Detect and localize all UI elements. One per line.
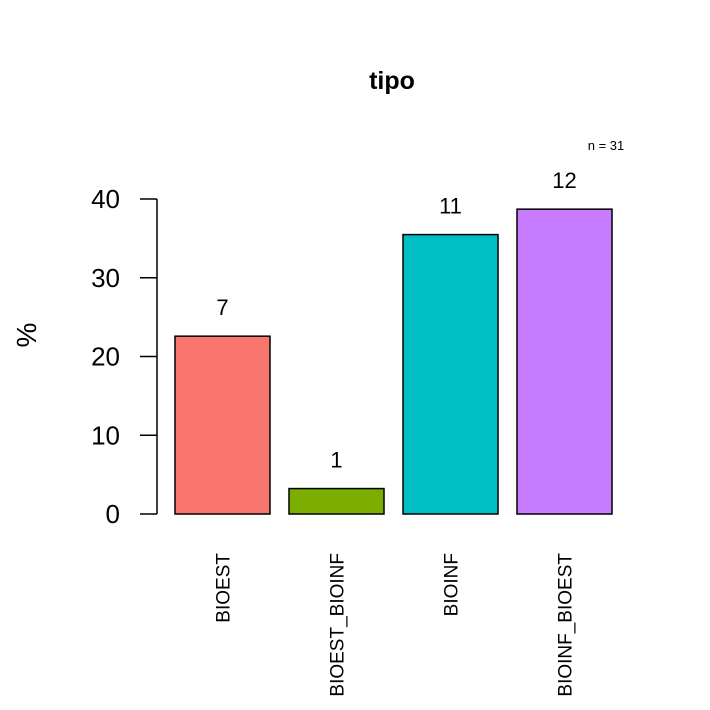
bars [174,208,613,515]
y-tick-label: 30 [91,263,120,293]
bar [402,233,499,515]
bar-count-label: 1 [330,448,342,473]
sample-size-label: n = 31 [588,138,625,153]
y-axis-label: % [11,323,42,348]
y-axis: 0 10 20 30 40 [91,184,158,529]
chart-title: tipo [369,67,415,95]
category-label: BIOEST_BIOINF [328,553,349,697]
category-label: BIOINF [442,553,463,616]
bar [288,487,385,515]
y-tick-label: 0 [106,499,120,529]
category-label: BIOEST [214,553,235,623]
category-labels: BIOEST BIOEST_BIOINF BIOINF BIOINF_BIOEST [214,553,577,697]
category-label: BIOINF_BIOEST [556,553,577,697]
bar-count-label: 11 [439,194,462,219]
bar [174,335,271,515]
bar [516,208,613,515]
y-tick-label: 10 [91,420,120,450]
bar-count-label: 7 [216,295,228,320]
y-tick-label: 40 [91,184,120,214]
y-tick-label: 20 [91,342,120,372]
bar-count-label: 12 [552,168,576,193]
